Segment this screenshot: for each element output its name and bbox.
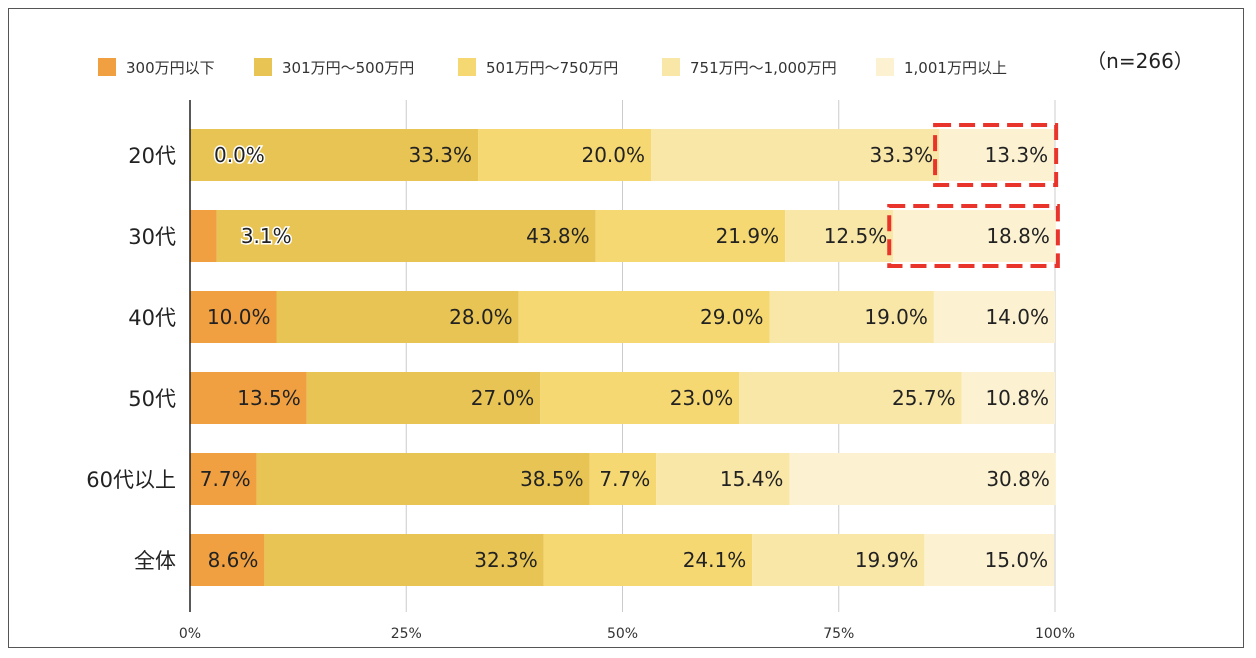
x-tick-label: 0% bbox=[179, 626, 201, 642]
data-label: 20.0% bbox=[581, 143, 645, 167]
data-label: 30.8% bbox=[986, 467, 1050, 491]
bar-segment bbox=[190, 291, 277, 343]
data-label: 21.9% bbox=[716, 224, 780, 248]
data-label: 23.0% bbox=[670, 386, 734, 410]
bar-segment bbox=[769, 291, 934, 343]
data-label: 19.0% bbox=[864, 305, 928, 329]
data-label: 10.8% bbox=[985, 386, 1049, 410]
bar-segment bbox=[264, 534, 544, 586]
data-label: 7.7% bbox=[599, 467, 650, 491]
highlight-box bbox=[887, 204, 1060, 268]
data-label: 19.9% bbox=[855, 548, 919, 572]
bar-segment bbox=[595, 210, 786, 262]
data-labels: 0.0% 33.3% 20.0% 33.3% 13.3% 3.1% 43.8% 21.9% 12… bbox=[200, 142, 1050, 573]
data-label: 38.5% bbox=[520, 467, 584, 491]
data-label: 15.4% bbox=[720, 467, 784, 491]
category-label: 20代 bbox=[128, 144, 176, 168]
bar-segment bbox=[939, 129, 1055, 181]
bar-segment bbox=[893, 210, 1056, 262]
highlight-boxes bbox=[887, 123, 1060, 268]
data-label: 13.5% bbox=[237, 386, 301, 410]
data-label: 14.0% bbox=[985, 305, 1049, 329]
legend-swatch bbox=[662, 58, 680, 76]
bar-segment bbox=[306, 372, 541, 424]
bar-segment bbox=[589, 453, 657, 505]
bar-segment bbox=[752, 534, 925, 586]
legend-label: 300万円以下 bbox=[126, 59, 215, 77]
data-label: 8.6% bbox=[208, 548, 259, 572]
legend-label: 751万円～1,000万円 bbox=[690, 59, 837, 77]
data-label: 29.0% bbox=[700, 305, 764, 329]
bar-segment bbox=[276, 291, 519, 343]
x-tick-label: 50% bbox=[607, 626, 638, 642]
bar-segment bbox=[190, 210, 217, 262]
data-label: 33.3% bbox=[408, 143, 472, 167]
legend-swatch bbox=[458, 58, 476, 76]
bar-segment bbox=[543, 534, 753, 586]
bar-segment bbox=[789, 453, 1056, 505]
data-label: 24.1% bbox=[683, 548, 747, 572]
data-label: 10.0% bbox=[207, 305, 271, 329]
legend-label: 301万円～500万円 bbox=[282, 59, 414, 77]
legend-label: 1,001万円以上 bbox=[904, 59, 1007, 77]
bar-segment bbox=[540, 372, 740, 424]
bar-segment bbox=[656, 453, 790, 505]
category-label: 30代 bbox=[128, 225, 176, 249]
data-label: 15.0% bbox=[985, 548, 1049, 572]
bar-segment bbox=[785, 210, 894, 262]
data-label: 13.3% bbox=[985, 143, 1049, 167]
data-label: 0.0% bbox=[214, 143, 265, 167]
data-label: 12.5% bbox=[824, 224, 888, 248]
data-label: 7.7% bbox=[200, 467, 251, 491]
bar-segment bbox=[961, 372, 1055, 424]
bars bbox=[190, 129, 1056, 586]
data-label: 32.3% bbox=[474, 548, 538, 572]
bar-segment bbox=[190, 129, 479, 181]
bar-segment bbox=[518, 291, 770, 343]
data-label: 3.1% bbox=[241, 224, 292, 248]
highlight-box bbox=[933, 123, 1059, 187]
legend-swatch bbox=[254, 58, 272, 76]
data-label: 28.0% bbox=[449, 305, 513, 329]
bar-segment bbox=[190, 534, 265, 586]
category-label: 全体 bbox=[134, 549, 176, 573]
sample-size-label: （n=266） bbox=[1086, 49, 1194, 73]
bar-segment bbox=[933, 291, 1055, 343]
bar-segment bbox=[739, 372, 962, 424]
category-label: 50代 bbox=[128, 387, 176, 411]
x-tick-label: 75% bbox=[823, 626, 854, 642]
bar-segment bbox=[924, 534, 1055, 586]
legend: 300万円以下 301万円～500万円 501万円～750万円 751万円～1,000… bbox=[98, 58, 1007, 77]
legend-swatch bbox=[98, 58, 116, 76]
data-label: 18.8% bbox=[986, 224, 1050, 248]
data-label: 43.8% bbox=[526, 224, 590, 248]
category-label: 40代 bbox=[128, 306, 176, 330]
bar-segment bbox=[651, 129, 940, 181]
bar-segment bbox=[478, 129, 652, 181]
legend-label: 501万円～750万円 bbox=[486, 59, 618, 77]
bar-segment bbox=[216, 210, 596, 262]
data-label: 33.3% bbox=[870, 143, 934, 167]
x-tick-label: 100% bbox=[1035, 626, 1075, 642]
bar-segment bbox=[190, 453, 257, 505]
category-label: 60代以上 bbox=[86, 468, 176, 492]
data-label: 25.7% bbox=[892, 386, 956, 410]
x-tick-label: 25% bbox=[391, 626, 422, 642]
bar-segment bbox=[190, 372, 307, 424]
data-label: 27.0% bbox=[471, 386, 535, 410]
bar-segment bbox=[256, 453, 590, 505]
legend-swatch bbox=[876, 58, 894, 76]
